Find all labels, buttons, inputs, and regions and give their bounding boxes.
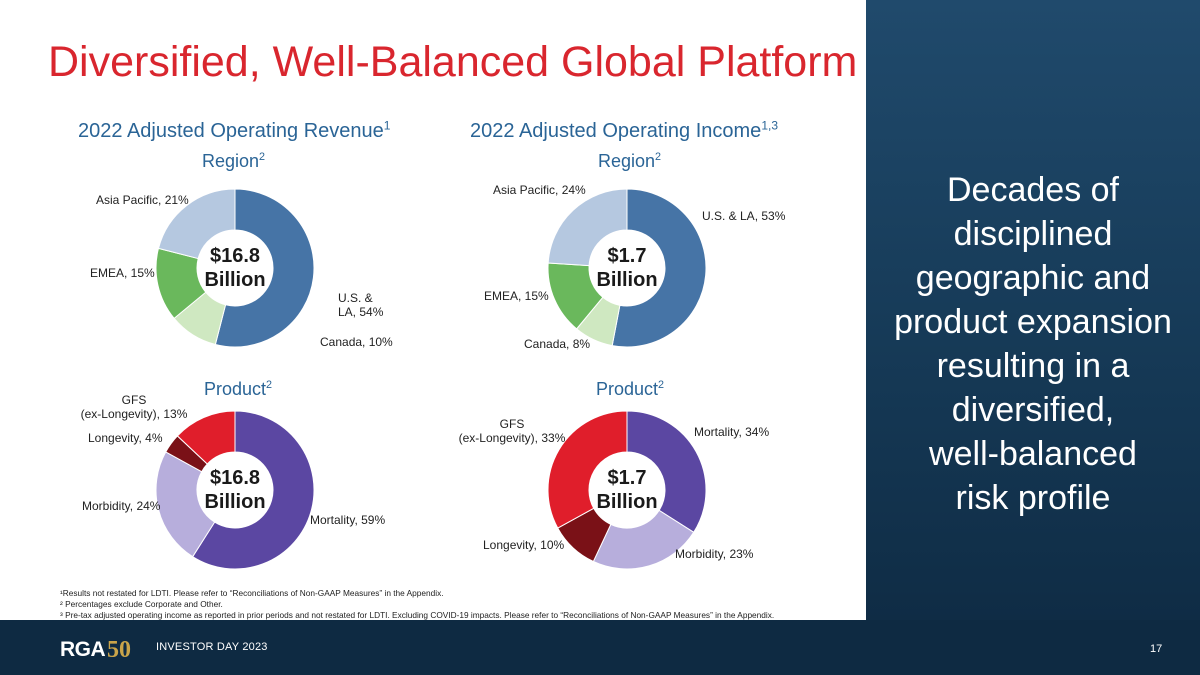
revenue-chart-title-text: 2022 Adjusted Operating Revenue [78,120,384,142]
slice-label-morbidity: Morbidity, 23% [675,547,754,561]
right-panel: Decades of disciplined geographic and pr… [866,0,1200,620]
svg-text:50: 50 [107,637,131,660]
income-product-subtitle: Product2 [596,379,664,400]
tagline: Decades of disciplined geographic and pr… [866,168,1200,520]
slice-label-gfs-ex-longevity: GFS (ex-Longevity), 13% [81,393,188,421]
revenue-region-subtitle-text: Region [202,151,260,171]
footer-bar [0,620,1200,675]
income-product-donut: Mortality, 34% Morbidity, 23% Longevity, 1… [459,410,769,570]
revenue-region-donut: U.S. & LA, 54% Canada, 10% EMEA, 15% Asia Pa… [90,188,393,349]
tagline-line: Decades of [947,171,1119,209]
revenue-chart-title-footnote: 1 [383,118,391,133]
rga-50-logo: RGA 50 [60,637,131,660]
slice-label-asia-pacific: Asia Pacific, 24% [493,183,586,197]
donut-slice-gfs-ex-longevity [176,410,236,465]
footnote-3: ³ Pre-tax adjusted operating income as r… [60,610,775,620]
donut-center-label: $16.8 Billion [204,467,265,513]
donut-slice-mortality [191,410,315,570]
slice-label-mortality: Mortality, 59% [310,513,385,527]
donut-center-label: $16.8 Billion [204,245,265,291]
donut-slice-gfs-ex-longevity [547,410,628,529]
revenue-product-donut: Mortality, 59% Morbidity, 24% Longevity, 4… [81,393,385,570]
donut-slice-asia-pacific [157,188,236,260]
tagline-line: product expansion [894,303,1172,341]
revenue-region-subtitle: Region2 [202,151,265,172]
slice-label-emea: EMEA, 15% [90,266,155,280]
income-region-subtitle-footnote: 2 [655,151,662,163]
income-region-subtitle: Region2 [598,151,661,172]
revenue-product-subtitle-text: Product [204,379,267,399]
revenue-product-subtitle-footnote: 2 [266,379,273,391]
tagline-line: disciplined [953,215,1113,253]
footnote-1: ¹Results not restated for LDTI. Please r… [60,588,444,598]
donut-center-label: $1.7 Billion [596,245,657,291]
page-number: 17 [1150,643,1163,655]
tagline-line: well-balanced [929,435,1137,473]
slice-label-morbidity: Morbidity, 24% [82,499,161,513]
donut-slice-mortality [626,410,707,534]
income-product-subtitle-footnote: 2 [658,379,665,391]
svg-text:RGA: RGA [60,638,106,660]
slice-label-canada: Canada, 10% [320,335,393,349]
income-chart-title: 2022 Adjusted Operating Income1,3 [470,118,778,143]
slice-label-emea: EMEA, 15% [484,289,549,303]
tagline-line: risk profile [955,479,1111,517]
income-region-donut: U.S. & LA, 53% Canada, 8% EMEA, 15% Asia Pa… [484,183,786,351]
revenue-chart-title: 2022 Adjusted Operating Revenue1 [78,118,391,143]
event-name: INVESTOR DAY 2023 [156,641,268,653]
donut-slice-morbidity [155,451,216,558]
slice-label-mortality: Mortality, 34% [694,425,769,439]
footnote-2: ² Percentages exclude Corporate and Othe… [60,599,223,609]
revenue-product-subtitle: Product2 [204,379,272,400]
donut-slice-morbidity [592,509,695,570]
tagline-line: geographic and [915,259,1151,297]
slice-label-u-s-la: U.S. & LA, 54% [338,291,384,319]
slice-label-asia-pacific: Asia Pacific, 21% [96,193,189,207]
income-chart-title-footnote: 1,3 [761,118,778,133]
slice-label-longevity: Longevity, 10% [483,538,564,552]
income-product-subtitle-text: Product [596,379,659,399]
donut-slice-asia-pacific [547,188,628,267]
slice-label-u-s-la: U.S. & LA, 53% [702,209,786,223]
income-region-subtitle-text: Region [598,151,656,171]
revenue-region-subtitle-footnote: 2 [259,151,266,163]
donut-slice-u-s-la [214,188,315,348]
slice-label-longevity: Longevity, 4% [88,431,163,445]
slice-label-canada: Canada, 8% [524,337,590,351]
footnotes: ¹Results not restated for LDTI. Please r… [60,588,774,621]
page-title: Diversified, Well-Balanced Global Platfo… [48,38,858,86]
slice-label-gfs-ex-longevity: GFS (ex-Longevity), 33% [459,417,566,445]
donut-charts-canvas: U.S. & LA, 54% Canada, 10% EMEA, 15% Asia Pa… [81,183,786,570]
income-chart-title-text: 2022 Adjusted Operating Income [470,120,762,142]
tagline-line: diversified, [951,391,1115,429]
donut-slice-u-s-la [611,188,707,348]
donut-center-label: $1.7 Billion [596,467,657,513]
tagline-line: resulting in a [936,347,1130,385]
